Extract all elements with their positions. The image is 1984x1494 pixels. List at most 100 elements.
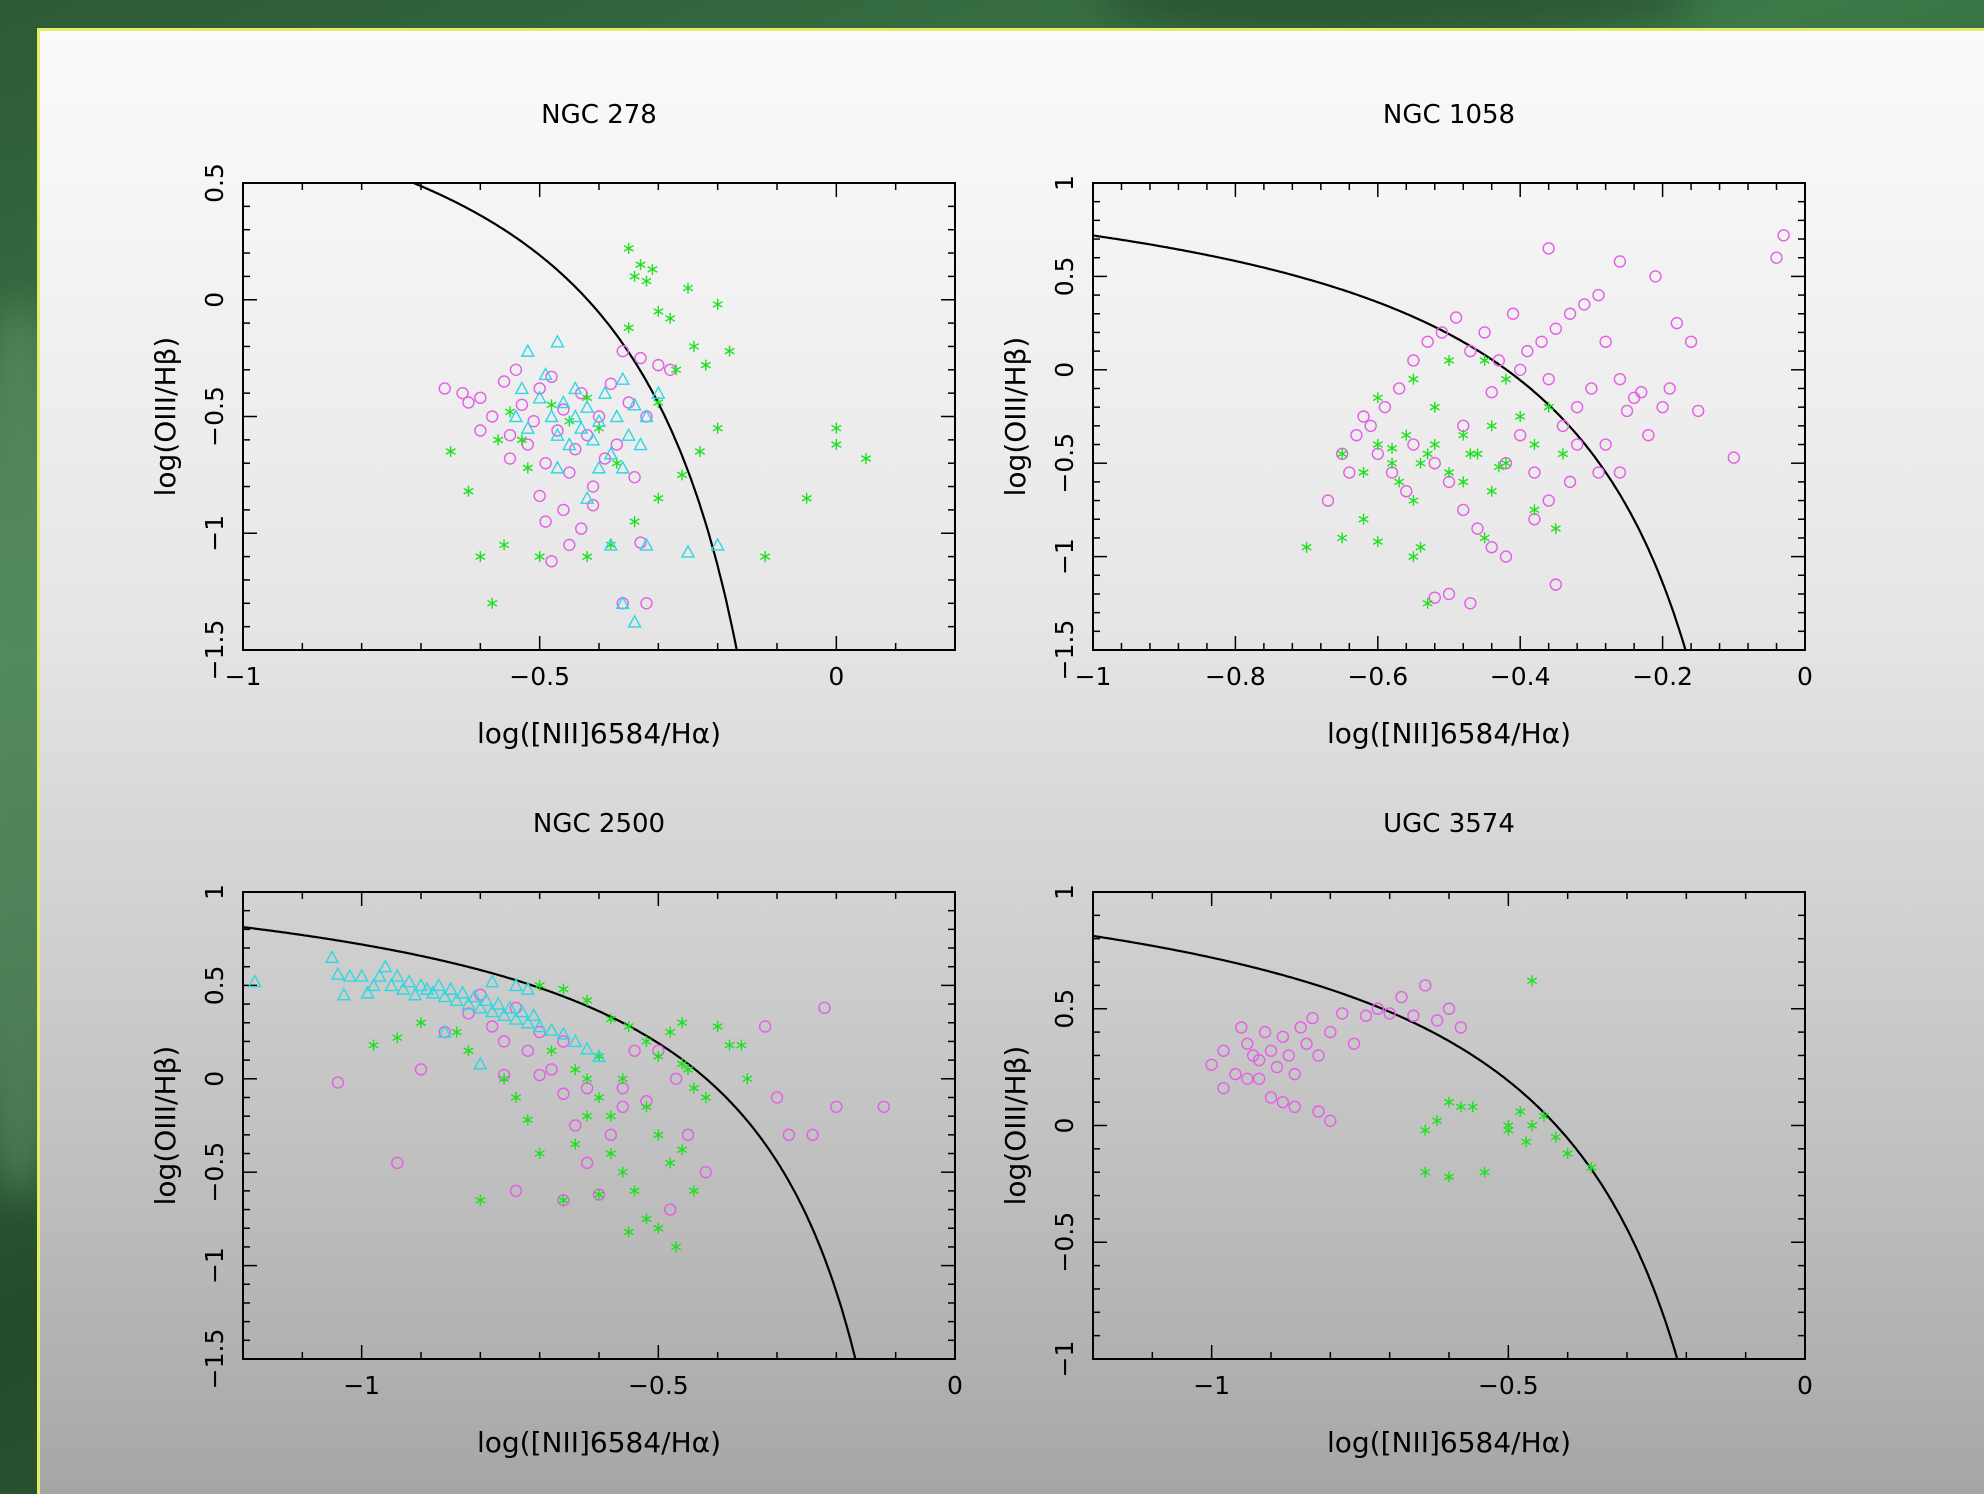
composite-point [647,263,658,275]
y-tick-label: 0 [1050,1118,1079,1134]
demarcation-curve [1093,934,1679,1359]
y-tick-label: 0 [200,292,229,308]
hii-point [1528,466,1541,479]
composite-point [1465,448,1476,460]
hii-point [1383,1007,1396,1020]
hii-point [1252,1053,1266,1067]
y-tick-label: 1 [1050,175,1079,191]
composite-point [1493,461,1504,473]
hii-point [1556,419,1570,433]
agn-point [508,409,524,423]
composite-point [712,298,723,310]
agn-point [473,1000,488,1014]
composite-point [368,1039,379,1051]
agn-point [550,460,565,474]
x-tick-label: −1 [1193,1371,1230,1400]
composite-point [593,1050,605,1062]
hii-point [1570,400,1584,414]
hii-point [1449,311,1463,324]
composite-point [1526,1120,1538,1131]
composite-point [1586,1162,1597,1174]
hii-point [1357,410,1370,423]
demarcation-curve [1093,234,1687,650]
composite-point [1503,1120,1514,1131]
x-tick-label: 0 [828,662,844,691]
composite-point [1550,523,1561,535]
composite-point [392,1032,403,1044]
composite-point [1443,1171,1455,1183]
hii-point [1592,288,1605,302]
x-axis-label: log([NII]6584/Hα) [477,1426,721,1459]
composite-point [736,1039,747,1051]
composite-point [510,1091,522,1103]
hii-point [1264,1044,1278,1057]
demarcation-curve [243,926,857,1359]
composite-point [1372,536,1383,548]
composite-point [558,1194,569,1206]
hii-point [1521,344,1534,358]
composite-point [653,1050,664,1062]
hii-point [486,410,499,423]
hii-point [503,452,517,465]
agn-point [336,987,352,1001]
hii-point [533,382,546,395]
agn-point [538,367,553,381]
x-tick-label: −0.5 [1478,1371,1539,1400]
y-tick-label: −1 [200,1247,229,1284]
composite-point [593,1189,605,1201]
agn-point [324,949,340,964]
y-tick-label: 0.5 [1050,257,1079,297]
x-tick-label: −0.6 [1347,662,1408,691]
x-tick-label: −1 [1075,662,1112,691]
agn-point [585,432,601,446]
data-layer [1093,934,1679,1359]
composite-point [593,1091,605,1103]
composite-point [617,1166,628,1178]
composite-point [1443,1096,1455,1108]
composite-point [582,1073,593,1085]
agn-point [591,460,607,474]
agn-point [467,989,482,1003]
subplot-title: NGC 2500 [533,809,665,839]
composite-point [1521,1136,1532,1148]
agn-point [615,460,630,474]
subplot-title: NGC 1058 [1383,100,1515,130]
demarcation-curve [410,183,738,650]
subplot-title: UGC 3574 [1383,809,1515,839]
agn-point [520,343,535,357]
hii-point [1282,1049,1296,1062]
agn-point [431,977,446,992]
x-tick-label: 0 [1797,1371,1813,1400]
composite-point [712,1020,723,1032]
hii-point [1563,475,1577,489]
hii-point [622,396,635,409]
composite-point [522,462,533,474]
composite-point [582,1110,593,1122]
hii-point [681,1128,695,1142]
composite-point [1562,1148,1573,1160]
agn-point [479,992,494,1007]
plot-frame [1092,182,1806,651]
composite-point [724,345,735,357]
hii-point [1350,428,1363,442]
y-axis-label: log(OIII/Hβ) [149,1046,182,1206]
hii-point [1492,354,1506,367]
composite-point [1458,429,1469,441]
hii-point [1276,1030,1290,1043]
hii-point [533,489,546,503]
hii-point [1378,400,1392,414]
hii-point [1613,372,1627,386]
agn-point [603,446,619,460]
hii-point [1599,335,1612,348]
composite-point [593,422,605,434]
hii-point [1578,298,1591,311]
hii-point [1217,1081,1230,1095]
hii-point [604,1128,618,1142]
agn-point [526,1007,541,1021]
hii-point [557,1035,570,1048]
hii-point [616,1100,629,1114]
agn-point [485,974,500,988]
subplot-2: NGC 1058−1 −0.8 −0.6 −0.4 −0.2 0−1.5−1−0.500.… [999,100,1813,750]
y-tick-label: −0.5 [1050,1212,1079,1273]
composite-point [1422,597,1433,609]
